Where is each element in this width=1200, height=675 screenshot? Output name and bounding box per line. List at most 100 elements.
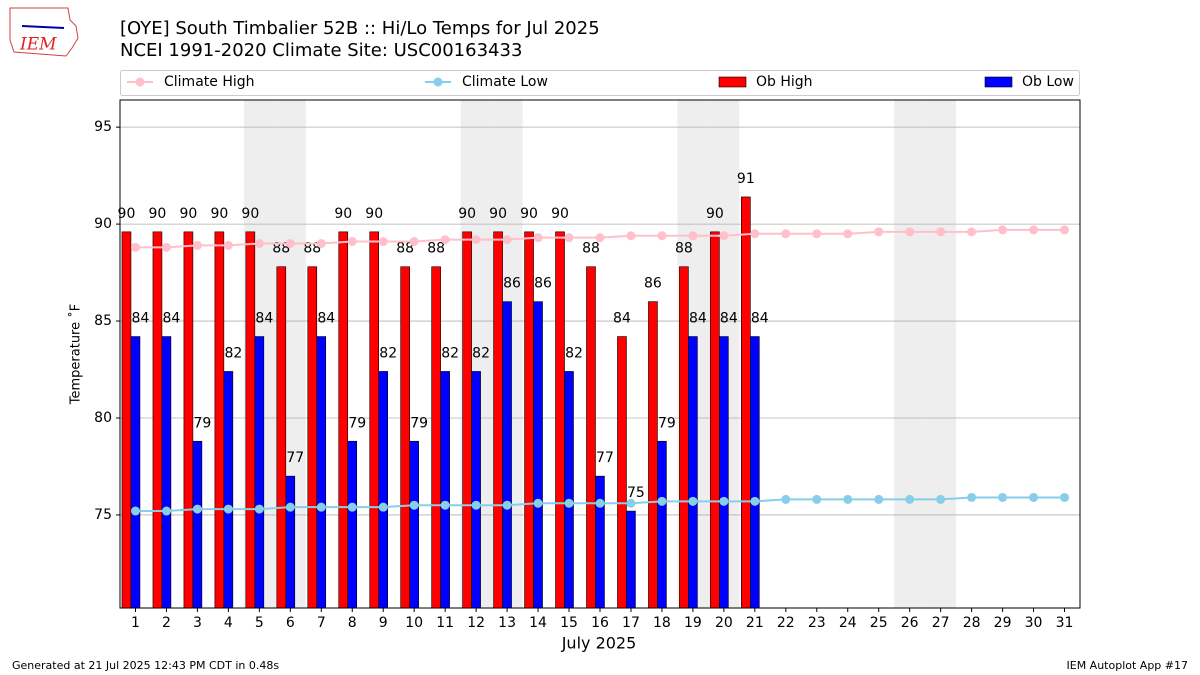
point (161, 506, 171, 516)
point (781, 494, 791, 504)
point (192, 240, 202, 250)
x-tick-label: 10 (405, 615, 423, 631)
point (1060, 492, 1070, 502)
legend-label: Climate Low (462, 74, 548, 90)
point (409, 237, 419, 247)
bar (719, 336, 729, 609)
bar (254, 336, 265, 609)
y-tick-label: 95 (94, 119, 112, 135)
point (130, 242, 140, 252)
y-tick-label: 75 (94, 507, 112, 523)
bar (493, 231, 503, 609)
bar (750, 336, 760, 609)
bar (223, 371, 234, 609)
logo: IEM (9, 7, 79, 57)
bar (276, 266, 287, 609)
logo-text: IEM (19, 35, 57, 55)
point (564, 498, 574, 508)
bar (502, 301, 512, 609)
x-tick-label: 2 (162, 615, 171, 631)
value-label: 84 (689, 311, 707, 327)
value-label: 84 (255, 311, 273, 327)
bar (657, 440, 667, 609)
point (719, 231, 729, 241)
bar (130, 336, 141, 609)
bar (431, 266, 441, 609)
value-label: 90 (520, 206, 538, 222)
x-tick-label: 23 (808, 615, 826, 631)
point (874, 494, 884, 504)
value-label: 84 (720, 311, 738, 327)
value-label: 82 (224, 345, 242, 361)
x-tick-label: 18 (653, 615, 671, 631)
bar (338, 231, 349, 609)
legend-swatch (718, 76, 747, 88)
bar (462, 231, 472, 609)
point (564, 233, 574, 243)
value-label: 79 (658, 415, 676, 431)
point (626, 498, 636, 508)
point (905, 494, 915, 504)
value-label: 79 (410, 415, 428, 431)
value-label: 88 (582, 241, 600, 257)
weekend-shade (925, 100, 957, 608)
point (533, 233, 543, 243)
x-tick-label: 9 (379, 615, 388, 631)
x-tick-label: 6 (286, 615, 295, 631)
x-tick-label: 12 (467, 615, 485, 631)
value-label: 88 (427, 241, 445, 257)
point (750, 229, 760, 239)
logo-line (21, 25, 65, 29)
bar (347, 440, 358, 609)
point (595, 233, 605, 243)
point (316, 238, 326, 248)
value-label: 86 (534, 276, 552, 292)
plot-frame (119, 99, 1081, 609)
chart-title: [OYE] South Timbalier 52B :: Hi/Lo Temps… (120, 18, 600, 39)
point (626, 231, 636, 241)
bar (214, 231, 225, 609)
value-label: 90 (118, 206, 136, 222)
bar (741, 196, 751, 609)
value-label: 84 (613, 311, 631, 327)
weekend-shade (894, 100, 926, 608)
legend-label: Ob High (756, 74, 813, 90)
x-tick-label: 16 (591, 615, 609, 631)
bar (617, 336, 627, 609)
point (471, 500, 481, 510)
x-tick-label: 17 (622, 615, 640, 631)
bar (409, 440, 419, 609)
bar (524, 231, 534, 609)
bar (555, 231, 565, 609)
x-tick-label: 1 (131, 615, 140, 631)
value-label: 90 (551, 206, 569, 222)
point (223, 504, 233, 514)
value-label: 90 (706, 206, 724, 222)
x-tick-label: 21 (746, 615, 764, 631)
value-label: 88 (272, 241, 290, 257)
x-tick-label: 27 (932, 615, 950, 631)
bar (400, 266, 410, 609)
value-label: 82 (565, 345, 583, 361)
point (316, 502, 326, 512)
point (378, 237, 388, 247)
point (1029, 492, 1039, 502)
bar (245, 231, 256, 609)
x-tick-label: 19 (684, 615, 702, 631)
y-tick-label: 80 (94, 410, 112, 426)
x-tick-label: 20 (715, 615, 733, 631)
x-tick-label: 13 (498, 615, 516, 631)
bar (192, 440, 203, 609)
point (347, 502, 357, 512)
bar (564, 371, 574, 609)
value-label: 84 (132, 311, 150, 327)
legend-label: Climate High (164, 74, 255, 90)
point (223, 240, 233, 250)
point (471, 235, 481, 245)
point (533, 498, 543, 508)
legend-swatch (984, 76, 1013, 88)
value-label: 86 (503, 276, 521, 292)
x-tick-label: 29 (994, 615, 1012, 631)
x-tick-label: 31 (1056, 615, 1074, 631)
value-label: 82 (441, 345, 459, 361)
